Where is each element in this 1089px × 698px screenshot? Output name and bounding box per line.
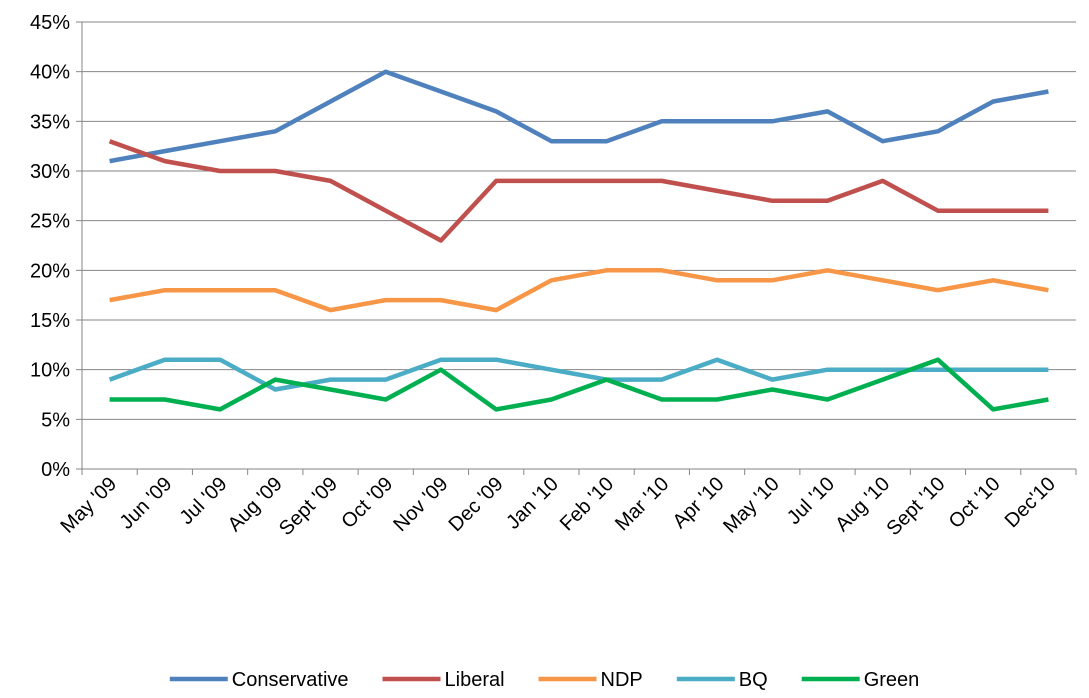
x-tick-label: Jun '09 [116, 473, 177, 534]
axes [76, 21, 1077, 475]
y-tick-label: 25% [30, 211, 70, 233]
y-tick-label: 30% [30, 161, 70, 183]
series-line-bq [108, 357, 1049, 392]
y-tick-label: 15% [30, 310, 70, 332]
legend-label: Conservative [232, 669, 349, 691]
legend-label: Liberal [445, 669, 505, 691]
legend-item-bq: BQ [676, 669, 768, 691]
x-tick-label: Oct '10 [945, 473, 1005, 533]
x-tick-label: Oct '09 [337, 473, 397, 533]
x-tick-label: Sept '10 [882, 473, 949, 540]
y-tick-label: 5% [41, 409, 70, 431]
y-tick-label: 45% [30, 12, 70, 34]
series-line-liberal [108, 139, 1049, 243]
y-tick-label: 10% [30, 360, 70, 382]
legend-label: BQ [739, 669, 768, 691]
legend-item-conservative: Conservative [169, 669, 349, 691]
series-line-green [109, 357, 1049, 412]
series-lines [108, 69, 1049, 412]
x-tick-label: Nov '09 [389, 473, 452, 536]
x-tick-label: Mar '10 [611, 473, 673, 535]
x-tick-label: May '10 [719, 473, 784, 538]
x-tick-label: Feb '10 [556, 473, 618, 535]
x-tick-label: Apr '10 [669, 473, 729, 533]
x-tick-label: Sept '09 [275, 473, 342, 540]
y-tick-label: 35% [30, 111, 70, 133]
y-tick-label: 40% [30, 62, 70, 84]
x-tick-label: Jan '10 [502, 473, 563, 534]
x-tick-label: May '09 [57, 473, 122, 538]
gridlines [82, 21, 1076, 420]
legend-item-green: Green [801, 669, 920, 691]
legend-item-liberal: Liberal [382, 669, 505, 691]
x-tick-label: Dec'10 [1001, 473, 1060, 532]
series-line-conservative [109, 69, 1049, 164]
x-tick-label: Dec '09 [445, 473, 508, 536]
legend-label: Green [864, 669, 920, 691]
legend-item-ndp: NDP [538, 669, 643, 691]
y-axis-tick-labels: 0% 5% 10% 15% 20% 25% 30% 35% 40% 45% [30, 12, 70, 481]
series-line-ndp [109, 268, 1049, 313]
legend: Conservative Liberal NDP BQ Green [169, 669, 920, 691]
y-tick-label: 0% [41, 459, 70, 481]
y-tick-label: 20% [30, 260, 70, 282]
legend-label: NDP [601, 669, 643, 691]
